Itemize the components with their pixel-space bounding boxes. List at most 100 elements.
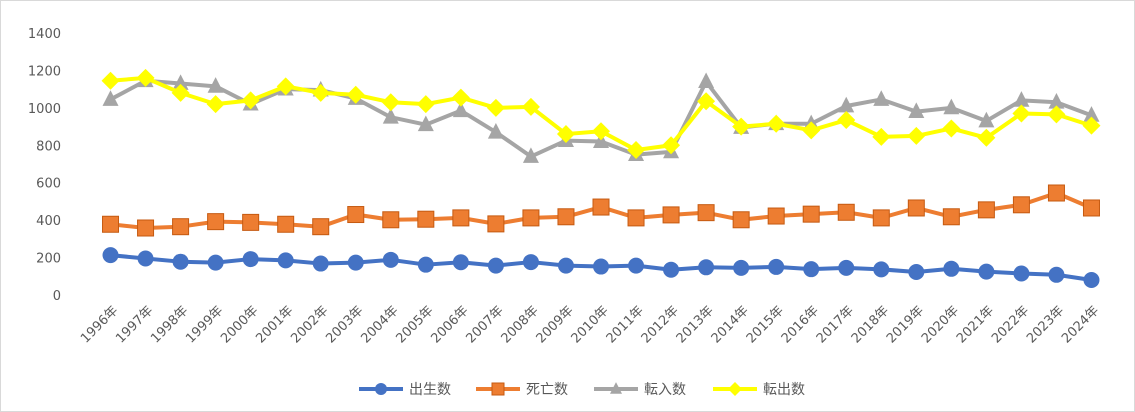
data-point <box>977 201 995 219</box>
y-tick-label: 1400 <box>28 27 61 42</box>
data-point <box>241 91 260 110</box>
x-tick-label: 2002年 <box>288 303 331 346</box>
data-point <box>802 121 821 140</box>
x-tick-label: 2005年 <box>393 303 436 346</box>
data-point <box>522 147 539 163</box>
x-tick-label: 1998年 <box>148 303 191 346</box>
data-point <box>767 207 785 225</box>
data-point <box>908 102 925 118</box>
data-point <box>1047 184 1065 202</box>
data-point <box>521 97 540 116</box>
data-point <box>382 211 400 229</box>
data-point <box>1048 93 1065 109</box>
data-point <box>522 254 539 271</box>
x-tick-label: 2017年 <box>814 303 857 346</box>
data-point <box>486 98 505 117</box>
data-point <box>311 83 330 102</box>
x-tick-label: 2009年 <box>534 303 577 346</box>
legend-item: 出生数 <box>359 382 451 398</box>
y-tick-label: 0 <box>53 289 61 304</box>
data-point <box>1013 265 1030 282</box>
data-point <box>277 215 295 233</box>
data-point <box>1047 105 1066 124</box>
data-point <box>767 114 786 133</box>
y-tick-label: 1200 <box>28 64 61 79</box>
x-tick-label: 2007年 <box>464 303 507 346</box>
data-point <box>662 206 680 224</box>
data-point <box>978 111 995 128</box>
data-point <box>732 211 750 229</box>
data-point <box>873 90 890 106</box>
data-point <box>1082 116 1101 135</box>
x-tick-label: 2003年 <box>323 303 366 346</box>
x-tick-label: 2024年 <box>1059 303 1102 346</box>
x-tick-label: 2001年 <box>253 303 296 346</box>
y-axis: 0 200 400 600 800 1000 1200 1400 <box>28 27 61 304</box>
data-point <box>347 206 365 224</box>
data-point <box>1048 266 1065 283</box>
data-point <box>487 257 504 274</box>
data-point <box>943 260 960 277</box>
data-point <box>592 198 610 216</box>
y-tick-label: 200 <box>36 252 61 267</box>
data-point <box>837 203 855 221</box>
data-point <box>417 210 435 228</box>
data-point <box>557 208 575 226</box>
legend-item: 死亡数 <box>476 382 568 398</box>
legend-item: 転出数 <box>713 382 805 398</box>
x-tick-label: 2000年 <box>218 303 261 346</box>
data-point <box>102 247 119 264</box>
data-point <box>698 72 715 89</box>
data-point <box>452 254 469 271</box>
x-tick-label: 2021年 <box>954 303 997 346</box>
data-point <box>242 251 259 268</box>
data-point <box>102 215 120 233</box>
data-point <box>628 257 645 274</box>
data-point <box>837 111 856 130</box>
data-point <box>977 128 996 147</box>
data-point <box>207 77 224 93</box>
data-point <box>627 209 645 227</box>
data-point <box>663 261 680 278</box>
data-point <box>101 71 120 90</box>
data-point <box>171 83 190 102</box>
legend-label: 転入数 <box>644 382 686 398</box>
data-point <box>172 74 189 90</box>
data-point <box>417 115 434 132</box>
data-point <box>381 93 400 112</box>
data-point <box>733 259 750 276</box>
series-layer <box>101 68 1101 289</box>
data-point <box>172 253 189 270</box>
legend-marker <box>610 382 622 394</box>
data-point <box>593 258 609 275</box>
data-point <box>872 209 890 227</box>
x-tick-label: 2019年 <box>884 303 927 346</box>
data-point <box>276 77 295 96</box>
data-point <box>698 259 715 276</box>
legend-label: 転出数 <box>763 382 805 398</box>
data-point <box>908 263 925 280</box>
series-1 <box>102 247 1100 289</box>
series-4 <box>101 68 1101 159</box>
x-tick-label: 2016年 <box>779 303 822 346</box>
data-point <box>452 209 470 227</box>
legend-marker <box>728 382 742 396</box>
data-point <box>346 85 365 104</box>
x-tick-label: 2004年 <box>358 303 401 346</box>
data-point <box>452 101 469 118</box>
legend-item: 転入数 <box>594 382 686 398</box>
data-point <box>768 258 785 275</box>
data-point <box>872 127 891 146</box>
legend-marker <box>375 383 387 395</box>
data-point <box>1083 106 1100 122</box>
x-tick-label: 2022年 <box>989 303 1032 346</box>
data-point <box>697 204 715 222</box>
data-point <box>873 261 890 278</box>
data-point <box>1012 196 1030 214</box>
data-point <box>487 215 505 233</box>
data-point <box>907 126 926 145</box>
data-point <box>907 199 925 217</box>
data-point <box>978 263 995 280</box>
data-point <box>556 125 575 144</box>
